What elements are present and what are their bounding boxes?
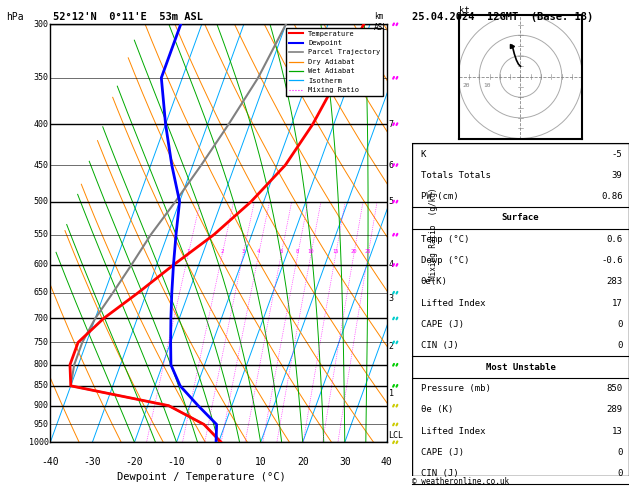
Text: PW (cm): PW (cm) [421, 192, 459, 201]
Text: -10: -10 [168, 457, 186, 467]
Text: 300: 300 [33, 20, 48, 29]
Text: 30: 30 [339, 457, 350, 467]
Text: CIN (J): CIN (J) [421, 341, 459, 350]
Text: 0.6: 0.6 [606, 235, 623, 244]
Text: 450: 450 [33, 160, 48, 170]
Text: -20: -20 [126, 457, 143, 467]
Text: 2: 2 [389, 343, 394, 351]
Text: 0: 0 [216, 457, 221, 467]
Text: 39: 39 [612, 171, 623, 180]
Text: 6: 6 [389, 160, 394, 170]
Text: LCL: LCL [389, 431, 404, 440]
Text: Most Unstable: Most Unstable [486, 363, 555, 372]
Text: 10: 10 [255, 457, 267, 467]
Text: θe(K): θe(K) [421, 278, 448, 286]
Text: 20: 20 [350, 249, 357, 254]
Text: 950: 950 [33, 420, 48, 429]
Text: 350: 350 [33, 73, 48, 82]
Text: 600: 600 [33, 260, 48, 269]
Text: 6: 6 [279, 249, 282, 254]
Text: 4: 4 [389, 260, 394, 269]
Text: 10: 10 [483, 83, 491, 88]
Text: 0: 0 [617, 448, 623, 457]
Text: 850: 850 [606, 384, 623, 393]
Text: θe (K): θe (K) [421, 405, 453, 414]
Text: Lifted Index: Lifted Index [421, 299, 485, 308]
Text: Pressure (mb): Pressure (mb) [421, 384, 491, 393]
Text: hPa: hPa [6, 12, 24, 22]
Text: 20: 20 [297, 457, 309, 467]
Legend: Temperature, Dewpoint, Parcel Trajectory, Dry Adiabat, Wet Adiabat, Isotherm, Mi: Temperature, Dewpoint, Parcel Trajectory… [286, 28, 383, 96]
Text: Lifted Index: Lifted Index [421, 427, 485, 435]
Text: kt: kt [459, 5, 469, 15]
Text: 0.86: 0.86 [601, 192, 623, 201]
Text: 25.04.2024  12GMT  (Base: 18): 25.04.2024 12GMT (Base: 18) [412, 12, 593, 22]
Text: Dewpoint / Temperature (°C): Dewpoint / Temperature (°C) [117, 472, 286, 482]
Text: 550: 550 [33, 230, 48, 239]
Text: 800: 800 [33, 360, 48, 369]
Text: 10: 10 [308, 249, 314, 254]
Text: 0: 0 [617, 320, 623, 329]
Text: 289: 289 [606, 405, 623, 414]
Text: 650: 650 [33, 288, 48, 297]
Text: 0: 0 [617, 469, 623, 478]
Text: 1: 1 [186, 249, 189, 254]
Text: 900: 900 [33, 401, 48, 410]
Text: 40: 40 [381, 457, 392, 467]
Text: 750: 750 [33, 338, 48, 347]
Text: © weatheronline.co.uk: © weatheronline.co.uk [412, 477, 509, 486]
Text: -30: -30 [84, 457, 101, 467]
Text: 400: 400 [33, 120, 48, 129]
Text: Mixing Ratio  (g/kg): Mixing Ratio (g/kg) [430, 187, 438, 279]
Text: CAPE (J): CAPE (J) [421, 320, 464, 329]
Text: 17: 17 [612, 299, 623, 308]
Text: 1000: 1000 [29, 438, 48, 447]
Text: 7: 7 [389, 120, 394, 129]
Text: 13: 13 [612, 427, 623, 435]
Text: 20: 20 [463, 83, 470, 88]
Text: Surface: Surface [502, 213, 539, 223]
Text: km
ASL: km ASL [374, 12, 388, 32]
Text: 850: 850 [33, 382, 48, 390]
Text: Temp (°C): Temp (°C) [421, 235, 469, 244]
Text: 700: 700 [33, 314, 48, 323]
Text: 3: 3 [389, 294, 394, 302]
Text: 2: 2 [220, 249, 223, 254]
Text: 15: 15 [332, 249, 338, 254]
Text: -0.6: -0.6 [601, 256, 623, 265]
Text: 4: 4 [257, 249, 260, 254]
Text: Totals Totals: Totals Totals [421, 171, 491, 180]
Text: 52°12'N  0°11'E  53m ASL: 52°12'N 0°11'E 53m ASL [53, 12, 203, 22]
Text: -40: -40 [42, 457, 59, 467]
Text: Dewp (°C): Dewp (°C) [421, 256, 469, 265]
Text: 1: 1 [389, 389, 394, 399]
Text: 500: 500 [33, 197, 48, 206]
Text: CIN (J): CIN (J) [421, 469, 459, 478]
Text: 5: 5 [389, 197, 394, 206]
Text: K: K [421, 150, 426, 158]
Text: 3: 3 [241, 249, 245, 254]
Text: CAPE (J): CAPE (J) [421, 448, 464, 457]
Text: 8: 8 [296, 249, 299, 254]
Text: -5: -5 [612, 150, 623, 158]
Text: 0: 0 [617, 341, 623, 350]
Text: 283: 283 [606, 278, 623, 286]
Text: 25: 25 [365, 249, 371, 254]
